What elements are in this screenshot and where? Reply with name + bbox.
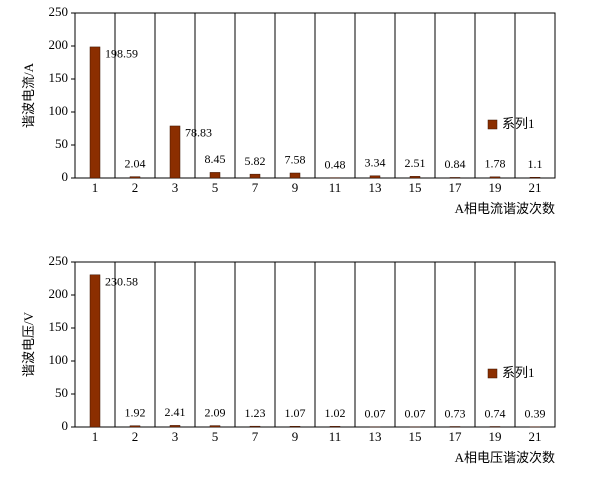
data-label: 1.1 xyxy=(528,157,543,171)
data-label: 2.51 xyxy=(405,156,426,170)
data-label: 1.92 xyxy=(125,405,146,419)
bar xyxy=(129,425,141,428)
bar xyxy=(449,177,461,179)
bar xyxy=(289,172,301,179)
y-axis-title: 谐波电流/A xyxy=(21,62,36,128)
y-tick-label: 200 xyxy=(49,37,69,52)
y-tick-label: 250 xyxy=(49,4,69,19)
bar xyxy=(529,177,541,179)
data-label: 7.58 xyxy=(285,153,306,167)
bar xyxy=(89,274,101,428)
x-tick-label: 11 xyxy=(329,180,342,195)
bar xyxy=(329,426,341,428)
data-label: 2.41 xyxy=(165,405,186,419)
bar xyxy=(89,46,101,179)
data-label: 0.74 xyxy=(485,406,506,420)
x-tick-label: 2 xyxy=(132,429,139,444)
x-tick-label: 17 xyxy=(449,180,463,195)
bar xyxy=(249,173,261,179)
data-label: 0.84 xyxy=(445,157,466,171)
x-tick-label: 17 xyxy=(449,429,463,444)
y-tick-label: 50 xyxy=(55,385,68,400)
x-tick-label: 9 xyxy=(292,429,299,444)
data-label: 0.39 xyxy=(525,406,546,420)
x-tick-label: 7 xyxy=(252,429,259,444)
data-label: 2.09 xyxy=(205,405,226,419)
x-tick-label: 2 xyxy=(132,180,139,195)
data-label: 0.48 xyxy=(325,157,346,171)
bar xyxy=(289,426,301,428)
bar xyxy=(209,425,221,428)
x-tick-label: 7 xyxy=(252,180,259,195)
bar xyxy=(209,172,221,179)
data-label: 1.23 xyxy=(245,406,266,420)
bar xyxy=(169,125,181,179)
x-axis-title: A相电压谐波次数 xyxy=(455,450,555,465)
x-tick-label: 19 xyxy=(489,180,502,195)
x-tick-label: 15 xyxy=(409,180,422,195)
legend-swatch xyxy=(487,119,498,130)
x-tick-label: 3 xyxy=(172,180,179,195)
x-tick-label: 5 xyxy=(212,180,219,195)
y-tick-label: 50 xyxy=(55,136,68,151)
y-tick-label: 100 xyxy=(49,103,69,118)
legend-swatch xyxy=(487,368,498,379)
data-label: 5.82 xyxy=(245,154,266,168)
bar xyxy=(169,425,181,428)
data-label: 0.07 xyxy=(405,407,426,421)
x-tick-label: 1 xyxy=(92,429,99,444)
legend-label: 系列1 xyxy=(502,116,535,131)
data-label: 1.02 xyxy=(325,406,346,420)
x-tick-label: 13 xyxy=(369,180,382,195)
bar xyxy=(489,176,501,179)
data-label: 2.04 xyxy=(125,156,146,170)
x-tick-label: 21 xyxy=(529,429,542,444)
data-label: 8.45 xyxy=(205,152,226,166)
y-axis-title: 谐波电压/V xyxy=(21,311,36,377)
x-tick-label: 13 xyxy=(369,429,382,444)
x-tick-label: 21 xyxy=(529,180,542,195)
data-label: 0.73 xyxy=(445,406,466,420)
x-tick-label: 3 xyxy=(172,429,179,444)
x-tick-label: 11 xyxy=(329,429,342,444)
x-tick-label: 19 xyxy=(489,429,502,444)
bar xyxy=(129,176,141,179)
data-label: 230.58 xyxy=(105,275,138,289)
x-tick-label: 5 xyxy=(212,429,219,444)
x-tick-label: 9 xyxy=(292,180,299,195)
x-tick-label: 15 xyxy=(409,429,422,444)
bar xyxy=(369,175,381,179)
data-label: 78.83 xyxy=(185,126,212,140)
data-label: 1.07 xyxy=(285,406,306,420)
bar xyxy=(249,425,261,428)
y-tick-label: 0 xyxy=(62,169,69,184)
x-axis-title: A相电流谐波次数 xyxy=(455,201,555,216)
data-label: 198.59 xyxy=(105,47,138,61)
data-label: 0.07 xyxy=(365,407,386,421)
y-tick-label: 150 xyxy=(49,319,69,334)
y-tick-label: 150 xyxy=(49,70,69,85)
y-tick-label: 200 xyxy=(49,286,69,301)
y-tick-label: 100 xyxy=(49,352,69,367)
x-tick-label: 1 xyxy=(92,180,99,195)
data-label: 1.78 xyxy=(485,157,506,171)
bar xyxy=(409,176,421,179)
data-label: 3.34 xyxy=(365,156,386,170)
legend-label: 系列1 xyxy=(502,365,535,380)
y-tick-label: 0 xyxy=(62,418,69,433)
y-tick-label: 250 xyxy=(49,253,69,268)
